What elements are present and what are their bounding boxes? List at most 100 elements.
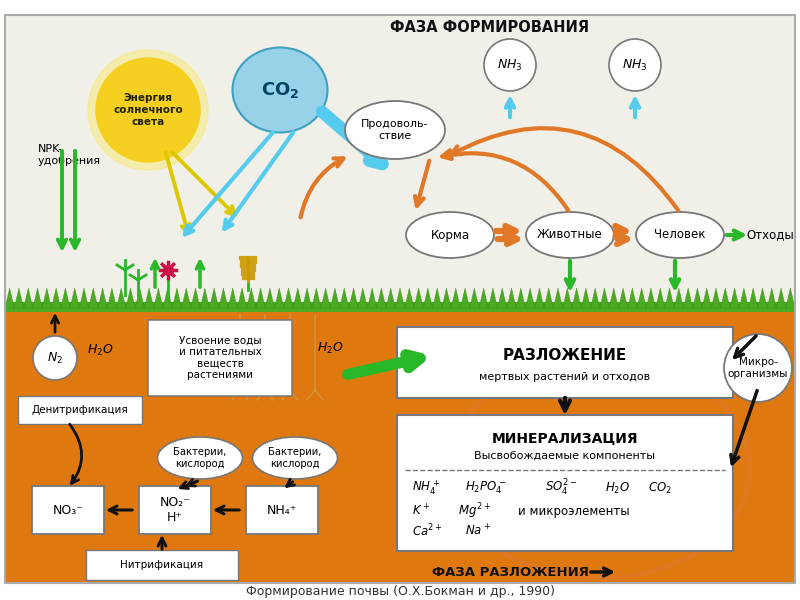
Text: $NH_4^+$: $NH_4^+$ bbox=[412, 479, 440, 497]
Polygon shape bbox=[246, 288, 256, 308]
Polygon shape bbox=[145, 288, 154, 308]
Polygon shape bbox=[293, 288, 302, 308]
Polygon shape bbox=[590, 288, 600, 308]
Polygon shape bbox=[61, 288, 70, 308]
Text: Животные: Животные bbox=[537, 229, 603, 241]
Polygon shape bbox=[266, 288, 274, 308]
Text: Бактерии,
кислород: Бактерии, кислород bbox=[174, 447, 226, 469]
Polygon shape bbox=[516, 288, 526, 308]
Ellipse shape bbox=[406, 212, 494, 258]
Text: $SO_4^{2-}$: $SO_4^{2-}$ bbox=[545, 478, 578, 498]
Ellipse shape bbox=[253, 437, 338, 479]
Text: Усвоение воды
и питательных
веществ
растениями: Усвоение воды и питательных веществ раст… bbox=[178, 335, 262, 380]
FancyBboxPatch shape bbox=[32, 486, 104, 534]
Text: ФАЗА ФОРМИРОВАНИЯ: ФАЗА ФОРМИРОВАНИЯ bbox=[390, 20, 590, 35]
Polygon shape bbox=[182, 288, 191, 308]
Text: Отходы: Отходы bbox=[746, 229, 794, 241]
FancyBboxPatch shape bbox=[5, 308, 795, 583]
Polygon shape bbox=[609, 288, 618, 308]
Ellipse shape bbox=[233, 47, 327, 133]
Polygon shape bbox=[238, 288, 246, 308]
Polygon shape bbox=[33, 288, 42, 308]
Polygon shape bbox=[600, 288, 609, 308]
Ellipse shape bbox=[345, 101, 445, 159]
Polygon shape bbox=[507, 288, 516, 308]
Polygon shape bbox=[23, 288, 33, 308]
Text: $N_2$: $N_2$ bbox=[47, 350, 63, 365]
Polygon shape bbox=[479, 288, 488, 308]
Circle shape bbox=[484, 39, 536, 91]
Polygon shape bbox=[117, 288, 126, 308]
Polygon shape bbox=[135, 288, 145, 308]
Polygon shape bbox=[777, 288, 786, 308]
Polygon shape bbox=[377, 288, 386, 308]
Polygon shape bbox=[191, 288, 200, 308]
Polygon shape bbox=[637, 288, 646, 308]
Polygon shape bbox=[767, 288, 777, 308]
Polygon shape bbox=[544, 288, 554, 308]
Text: Энергия
солнечного
света: Энергия солнечного света bbox=[113, 94, 183, 127]
Polygon shape bbox=[470, 288, 479, 308]
Polygon shape bbox=[628, 288, 637, 308]
Polygon shape bbox=[646, 288, 655, 308]
Polygon shape bbox=[5, 288, 14, 308]
Polygon shape bbox=[749, 288, 758, 308]
Text: $\mathbf{CO_2}$: $\mathbf{CO_2}$ bbox=[261, 80, 299, 100]
Text: $H_2O$: $H_2O$ bbox=[86, 343, 114, 358]
Polygon shape bbox=[107, 288, 117, 308]
Text: МИНЕРАЛИЗАЦИЯ: МИНЕРАЛИЗАЦИЯ bbox=[492, 431, 638, 445]
Text: мертвых растений и отходов: мертвых растений и отходов bbox=[479, 372, 650, 382]
Text: $Ca^{2+}$: $Ca^{2+}$ bbox=[412, 523, 443, 539]
Text: $NH_3$: $NH_3$ bbox=[622, 58, 648, 73]
Polygon shape bbox=[51, 288, 61, 308]
Polygon shape bbox=[683, 288, 693, 308]
Text: ФАЗА РАЗЛОЖЕНИЯ: ФАЗА РАЗЛОЖЕНИЯ bbox=[431, 565, 589, 578]
Polygon shape bbox=[395, 288, 405, 308]
Polygon shape bbox=[562, 288, 572, 308]
FancyBboxPatch shape bbox=[5, 15, 795, 310]
Polygon shape bbox=[349, 288, 358, 308]
Text: Денитрификация: Денитрификация bbox=[32, 405, 128, 415]
Text: Нитрификация: Нитрификация bbox=[121, 560, 203, 570]
Polygon shape bbox=[154, 288, 163, 308]
Polygon shape bbox=[358, 288, 367, 308]
Text: $H_2PO_4^-$: $H_2PO_4^-$ bbox=[465, 480, 506, 496]
Text: NO₃⁻: NO₃⁻ bbox=[53, 503, 83, 517]
Polygon shape bbox=[274, 288, 284, 308]
Circle shape bbox=[33, 336, 77, 380]
FancyBboxPatch shape bbox=[148, 320, 292, 396]
Polygon shape bbox=[339, 288, 349, 308]
Polygon shape bbox=[442, 288, 451, 308]
Polygon shape bbox=[218, 288, 228, 308]
Polygon shape bbox=[739, 288, 749, 308]
Text: РАЗЛОЖЕНИЕ: РАЗЛОЖЕНИЕ bbox=[503, 347, 627, 362]
Polygon shape bbox=[488, 288, 498, 308]
Text: $H_2O$: $H_2O$ bbox=[605, 481, 630, 496]
FancyBboxPatch shape bbox=[139, 486, 211, 534]
Polygon shape bbox=[554, 288, 562, 308]
Text: $CO_2$: $CO_2$ bbox=[648, 481, 672, 496]
Polygon shape bbox=[414, 288, 423, 308]
Text: $H_2O$: $H_2O$ bbox=[317, 340, 343, 356]
FancyBboxPatch shape bbox=[246, 486, 318, 534]
Polygon shape bbox=[126, 288, 135, 308]
Text: Продоволь-
ствие: Продоволь- ствие bbox=[362, 119, 429, 141]
Polygon shape bbox=[312, 288, 321, 308]
Text: NPK-
удобрения: NPK- удобрения bbox=[38, 144, 101, 166]
Polygon shape bbox=[674, 288, 683, 308]
Text: Высвобождаемые компоненты: Высвобождаемые компоненты bbox=[474, 451, 655, 461]
Polygon shape bbox=[786, 288, 795, 308]
Circle shape bbox=[724, 334, 792, 402]
Polygon shape bbox=[98, 288, 107, 308]
Polygon shape bbox=[256, 288, 266, 308]
Polygon shape bbox=[386, 288, 395, 308]
Polygon shape bbox=[210, 288, 218, 308]
Polygon shape bbox=[721, 288, 730, 308]
Polygon shape bbox=[618, 288, 628, 308]
FancyBboxPatch shape bbox=[397, 327, 733, 398]
Text: и микроэлементы: и микроэлементы bbox=[518, 505, 630, 517]
Polygon shape bbox=[433, 288, 442, 308]
Text: Бактерии,
кислород: Бактерии, кислород bbox=[268, 447, 322, 469]
Text: Формирование почвы (О.Х.Бокман и др., 1990): Формирование почвы (О.Х.Бокман и др., 19… bbox=[246, 586, 554, 599]
Polygon shape bbox=[758, 288, 767, 308]
